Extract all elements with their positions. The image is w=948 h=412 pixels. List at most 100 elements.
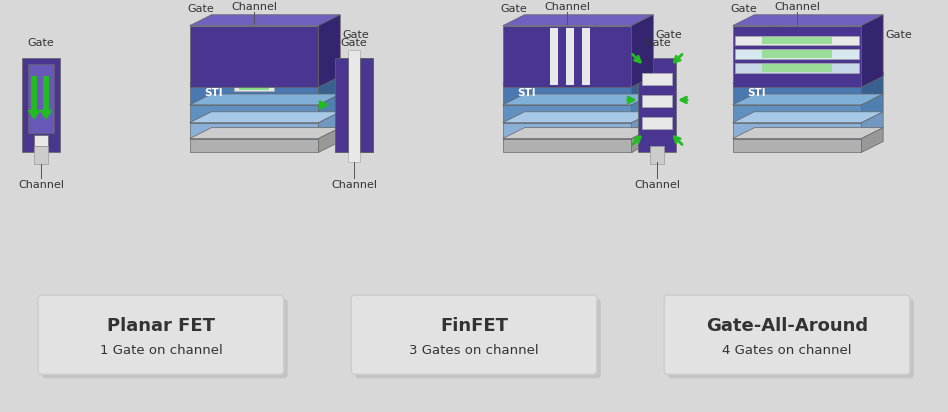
- Polygon shape: [190, 138, 319, 152]
- Polygon shape: [27, 110, 41, 120]
- Polygon shape: [733, 72, 884, 83]
- Polygon shape: [319, 15, 340, 87]
- Text: STI: STI: [518, 88, 537, 98]
- Polygon shape: [631, 15, 653, 87]
- Text: Gate: Gate: [188, 4, 214, 14]
- Polygon shape: [190, 72, 340, 83]
- Polygon shape: [733, 112, 884, 123]
- Text: Channel: Channel: [544, 2, 590, 12]
- Text: Gate-All-Around: Gate-All-Around: [706, 317, 868, 335]
- Polygon shape: [43, 76, 49, 110]
- Polygon shape: [862, 15, 884, 87]
- Polygon shape: [190, 112, 340, 123]
- Polygon shape: [550, 28, 558, 85]
- Polygon shape: [733, 123, 862, 138]
- Polygon shape: [34, 135, 48, 147]
- Polygon shape: [39, 110, 53, 120]
- Polygon shape: [319, 94, 340, 123]
- Text: Gate: Gate: [340, 38, 368, 49]
- Polygon shape: [862, 72, 884, 105]
- Polygon shape: [762, 64, 831, 72]
- Text: Gate: Gate: [644, 38, 670, 49]
- Polygon shape: [643, 73, 672, 85]
- Text: Gate: Gate: [731, 4, 757, 14]
- Polygon shape: [502, 123, 631, 138]
- Polygon shape: [190, 83, 319, 105]
- Polygon shape: [757, 63, 836, 73]
- Polygon shape: [762, 37, 831, 44]
- Polygon shape: [190, 123, 319, 138]
- Polygon shape: [502, 94, 653, 105]
- Polygon shape: [502, 15, 653, 26]
- Text: STI: STI: [205, 88, 223, 98]
- Text: Channel: Channel: [774, 2, 820, 12]
- Text: FinFET: FinFET: [440, 317, 508, 335]
- Polygon shape: [234, 72, 296, 83]
- Polygon shape: [733, 83, 862, 105]
- Text: Gate: Gate: [27, 38, 54, 49]
- Polygon shape: [502, 105, 631, 123]
- Text: Gate: Gate: [501, 4, 527, 14]
- Polygon shape: [733, 26, 862, 87]
- Polygon shape: [239, 85, 269, 90]
- Polygon shape: [566, 28, 574, 85]
- Text: 4 Gates on channel: 4 Gates on channel: [722, 344, 852, 357]
- Polygon shape: [762, 50, 831, 59]
- FancyBboxPatch shape: [38, 295, 283, 375]
- Polygon shape: [190, 105, 319, 123]
- Polygon shape: [733, 138, 862, 152]
- Polygon shape: [757, 52, 858, 63]
- Polygon shape: [757, 38, 858, 49]
- Polygon shape: [631, 112, 653, 138]
- Polygon shape: [643, 117, 672, 129]
- Polygon shape: [319, 112, 340, 138]
- Polygon shape: [650, 147, 665, 164]
- Polygon shape: [31, 76, 37, 110]
- Polygon shape: [735, 35, 860, 45]
- Polygon shape: [757, 35, 836, 45]
- Polygon shape: [502, 26, 631, 87]
- Polygon shape: [565, 18, 597, 28]
- Polygon shape: [565, 28, 575, 83]
- Polygon shape: [502, 72, 653, 83]
- Polygon shape: [336, 59, 373, 152]
- Polygon shape: [581, 18, 612, 28]
- Polygon shape: [757, 25, 858, 35]
- Polygon shape: [733, 128, 884, 138]
- Text: Gate: Gate: [655, 30, 682, 40]
- Polygon shape: [631, 94, 653, 123]
- Polygon shape: [862, 112, 884, 138]
- Text: STI: STI: [747, 88, 766, 98]
- Polygon shape: [34, 147, 48, 164]
- FancyBboxPatch shape: [665, 295, 910, 375]
- Polygon shape: [28, 64, 54, 133]
- FancyBboxPatch shape: [42, 299, 288, 378]
- Polygon shape: [360, 59, 373, 152]
- Polygon shape: [733, 15, 884, 26]
- Text: Gate: Gate: [342, 30, 369, 40]
- Polygon shape: [862, 128, 884, 152]
- Text: 1 Gate on channel: 1 Gate on channel: [100, 344, 223, 357]
- Polygon shape: [502, 83, 631, 105]
- Polygon shape: [862, 94, 884, 123]
- Polygon shape: [757, 49, 836, 59]
- Text: Planar FET: Planar FET: [107, 317, 215, 335]
- Polygon shape: [190, 128, 340, 138]
- Polygon shape: [733, 94, 884, 105]
- Text: Channel: Channel: [331, 180, 377, 190]
- Polygon shape: [190, 94, 340, 105]
- Polygon shape: [190, 26, 319, 87]
- Text: Gate: Gate: [885, 30, 912, 40]
- Polygon shape: [631, 72, 653, 105]
- Text: Channel: Channel: [18, 180, 64, 190]
- Polygon shape: [190, 15, 340, 26]
- Polygon shape: [735, 63, 860, 73]
- Polygon shape: [502, 112, 653, 123]
- Polygon shape: [733, 105, 862, 123]
- Polygon shape: [549, 28, 559, 83]
- Polygon shape: [631, 128, 653, 152]
- FancyBboxPatch shape: [356, 299, 601, 378]
- Polygon shape: [582, 28, 590, 85]
- FancyBboxPatch shape: [668, 299, 914, 378]
- Polygon shape: [581, 28, 591, 83]
